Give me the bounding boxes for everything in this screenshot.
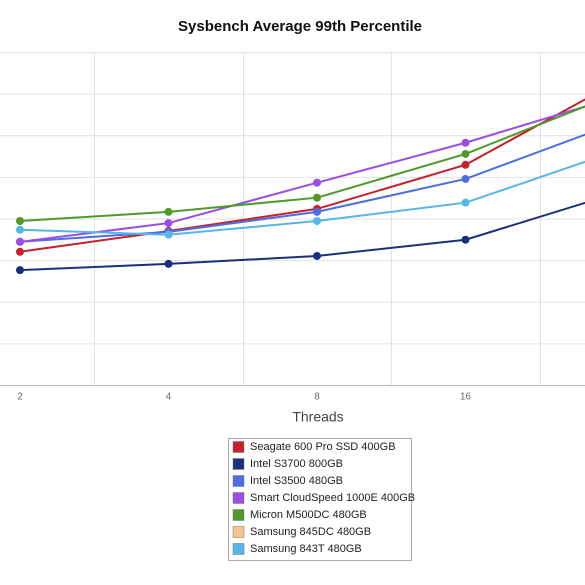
x-tick-label: 4 <box>166 392 172 403</box>
series-line <box>19 98 585 253</box>
legend-swatch <box>232 526 245 538</box>
series-line <box>19 160 585 236</box>
legend-label: Smart CloudSpeed 1000E 400GB <box>250 492 415 504</box>
chart-title: Sysbench Average 99th Percentile <box>178 18 422 35</box>
point <box>461 160 470 169</box>
series-line <box>19 105 585 222</box>
legend-box <box>228 438 412 561</box>
point <box>164 230 173 239</box>
point <box>461 235 470 244</box>
legend-swatch <box>232 492 245 504</box>
series-line <box>19 133 585 243</box>
point <box>16 216 24 225</box>
point <box>164 207 173 216</box>
point <box>164 219 173 228</box>
point <box>313 251 321 260</box>
point <box>16 225 24 234</box>
x-axis-label: Threads <box>292 409 343 425</box>
legend-label: Intel S3500 480GB <box>250 475 343 487</box>
point <box>16 266 24 275</box>
point <box>313 207 321 216</box>
point <box>313 216 321 225</box>
point <box>16 237 24 246</box>
point <box>461 174 470 183</box>
legend-label: Samsung 843T 480GB <box>250 543 362 555</box>
point <box>164 259 173 268</box>
legend-swatch <box>232 509 245 521</box>
legend-swatch <box>232 543 245 555</box>
x-tick-label: 8 <box>314 392 320 403</box>
legend-label: Micron M500DC 480GB <box>250 509 367 521</box>
point <box>461 149 470 158</box>
legend-label: Seagate 600 Pro SSD 400GB <box>250 441 396 453</box>
point <box>461 138 470 147</box>
legend-label: Samsung 845DC 480GB <box>250 526 371 538</box>
legend-label: Intel S3700 800GB <box>250 458 343 470</box>
x-tick-label: 16 <box>460 392 472 403</box>
point <box>313 178 321 187</box>
legend-swatch <box>232 441 245 453</box>
point <box>313 193 321 202</box>
legend-swatch <box>232 475 245 487</box>
x-tick-label: 2 <box>17 392 23 403</box>
legend-swatch <box>232 458 245 470</box>
point <box>16 247 24 256</box>
point <box>461 198 470 207</box>
series-line <box>19 105 585 243</box>
